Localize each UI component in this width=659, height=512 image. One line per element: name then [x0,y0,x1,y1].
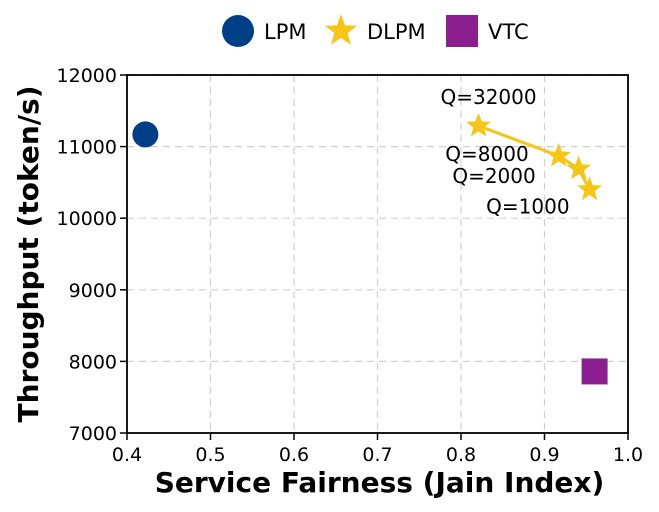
lpm-point [132,121,159,148]
y-tick-label: 8000 [69,351,117,373]
y-tick-label: 12000 [57,65,117,87]
legend-marker-vtc [446,15,478,47]
point-label: Q=2000 [452,164,535,188]
y-tick-label: 7000 [69,423,117,445]
ticks: 0.4 0.5 0.6 0.7 0.8 0.9 1.0 7000 8000 9000 10000 11… [57,65,644,466]
x-tick-label: 0.8 [446,444,476,466]
point-label: Q=1000 [486,195,569,219]
x-tick-label: 0.4 [112,444,142,466]
legend-label: LPM [264,20,306,44]
y-tick-label: 10000 [57,208,117,230]
legend-label: VTC [488,20,529,44]
series-layer [132,112,608,385]
legend-marker-dlpm [324,14,358,45]
point-label: Q=32000 [440,85,536,109]
grid [126,74,629,434]
x-tick-label: 0.6 [279,444,309,466]
x-tick-label: 0.9 [529,444,559,466]
legend: LPM DLPM VTC [222,14,529,47]
dlpm-point [577,176,602,201]
y-tick-label: 9000 [69,280,117,302]
x-tick-label: 0.5 [195,444,225,466]
x-tick-label: 0.7 [362,444,392,466]
dlpm-point [466,112,491,137]
vtc-point [581,358,608,385]
y-tick-label: 11000 [57,137,117,159]
legend-label: DLPM [367,20,426,44]
y-axis-title: Throughput (token/s) [12,86,45,423]
x-axis-title: Service Fairness (Jain Index) [155,466,605,499]
x-tick-label: 1.0 [613,444,643,466]
legend-marker-lpm [222,15,254,47]
dlpm-line [477,124,591,191]
dlpm-point [566,155,592,180]
dlpm-point [546,142,572,167]
point-label: Q=8000 [445,142,528,166]
